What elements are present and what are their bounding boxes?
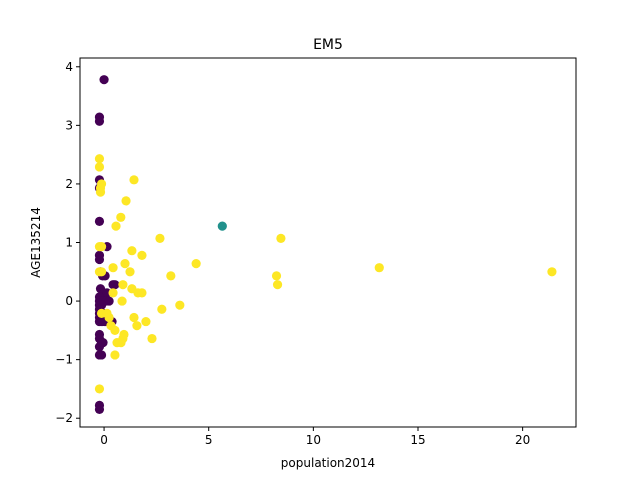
- data-point: [110, 325, 120, 335]
- y-tick-label: 2: [65, 177, 73, 191]
- axis-ticks: 0 5 10 15 20 −2 −1 0 1 2 3 4: [55, 60, 530, 447]
- y-tick-label: −2: [55, 411, 73, 425]
- data-point: [118, 280, 128, 290]
- data-point: [94, 254, 105, 265]
- data-point: [117, 296, 127, 306]
- data-point: [155, 233, 165, 243]
- data-point: [191, 258, 201, 269]
- data-point: [157, 304, 167, 314]
- data-point: [116, 212, 126, 222]
- x-tick-label: 0: [100, 433, 108, 447]
- data-point: [127, 246, 137, 256]
- data-point: [99, 75, 109, 85]
- data-point: [132, 321, 142, 331]
- data-point: [118, 333, 128, 344]
- data-point: [108, 288, 118, 298]
- data-point: [96, 267, 107, 277]
- data-point: [94, 154, 105, 164]
- data-point: [272, 280, 283, 290]
- data-point: [94, 404, 105, 415]
- y-tick-label: 1: [65, 236, 73, 250]
- chart-title: EM5: [313, 37, 343, 53]
- data-point: [129, 312, 139, 323]
- data-point: [94, 384, 105, 394]
- data-point: [104, 296, 114, 306]
- y-axis-label: AGE135214: [29, 207, 43, 278]
- data-point: [121, 196, 131, 206]
- data-point: [120, 258, 130, 269]
- data-point: [94, 216, 105, 227]
- data-point: [147, 333, 157, 344]
- data-point: [175, 300, 185, 310]
- data-points: [94, 75, 557, 415]
- data-point: [96, 242, 107, 252]
- x-axis-label: population2014: [281, 456, 375, 470]
- data-point: [94, 116, 105, 126]
- data-point: [141, 316, 151, 327]
- y-tick-label: 0: [65, 294, 73, 308]
- data-point: [217, 221, 227, 231]
- data-point: [374, 263, 384, 273]
- x-tick-label: 5: [205, 433, 213, 447]
- data-point: [94, 162, 105, 172]
- x-tick-label: 15: [410, 433, 425, 447]
- data-point: [166, 271, 176, 281]
- data-point: [137, 250, 147, 260]
- data-point: [129, 175, 139, 185]
- y-tick-label: 3: [65, 118, 73, 132]
- data-point: [110, 350, 120, 360]
- data-point: [137, 288, 147, 298]
- data-point: [108, 263, 118, 273]
- x-tick-label: 10: [306, 433, 321, 447]
- x-tick-label: 20: [515, 433, 530, 447]
- y-tick-label: 4: [65, 60, 73, 74]
- data-point: [110, 280, 120, 290]
- data-point: [547, 267, 557, 277]
- data-point: [111, 221, 121, 231]
- y-tick-label: −1: [55, 353, 73, 367]
- data-point: [271, 271, 282, 281]
- data-point: [104, 312, 114, 323]
- data-point: [94, 342, 105, 352]
- data-point: [95, 187, 106, 197]
- data-point: [276, 233, 286, 243]
- data-point: [96, 350, 107, 360]
- plot-frame: [79, 57, 577, 428]
- data-point: [125, 267, 135, 277]
